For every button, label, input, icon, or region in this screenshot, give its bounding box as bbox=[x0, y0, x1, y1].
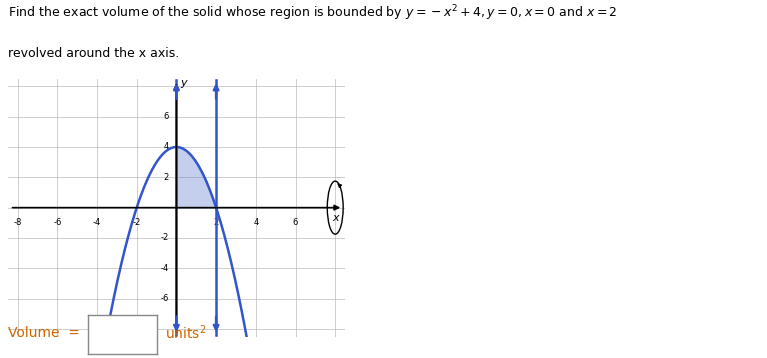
Text: 2: 2 bbox=[163, 173, 169, 182]
Text: x: x bbox=[332, 213, 338, 223]
Text: -4: -4 bbox=[160, 264, 169, 273]
Text: 4: 4 bbox=[253, 218, 258, 227]
Text: -2: -2 bbox=[160, 233, 169, 242]
Text: y: y bbox=[180, 78, 186, 88]
Text: 6: 6 bbox=[293, 218, 298, 227]
Text: revolved around the x axis.: revolved around the x axis. bbox=[8, 47, 179, 59]
Text: Find the exact volume of the solid whose region is bounded by $y = -x^2 + 4, y =: Find the exact volume of the solid whose… bbox=[8, 4, 617, 23]
Text: -4: -4 bbox=[93, 218, 101, 227]
Text: -8: -8 bbox=[13, 218, 21, 227]
Text: -6: -6 bbox=[53, 218, 61, 227]
Text: units$^2$: units$^2$ bbox=[165, 324, 206, 342]
Text: 2: 2 bbox=[213, 218, 219, 227]
Text: 4: 4 bbox=[163, 142, 169, 151]
Text: 6: 6 bbox=[163, 112, 169, 121]
Text: Volume  =: Volume = bbox=[8, 326, 80, 340]
Text: -6: -6 bbox=[160, 294, 169, 303]
Text: -2: -2 bbox=[133, 218, 141, 227]
